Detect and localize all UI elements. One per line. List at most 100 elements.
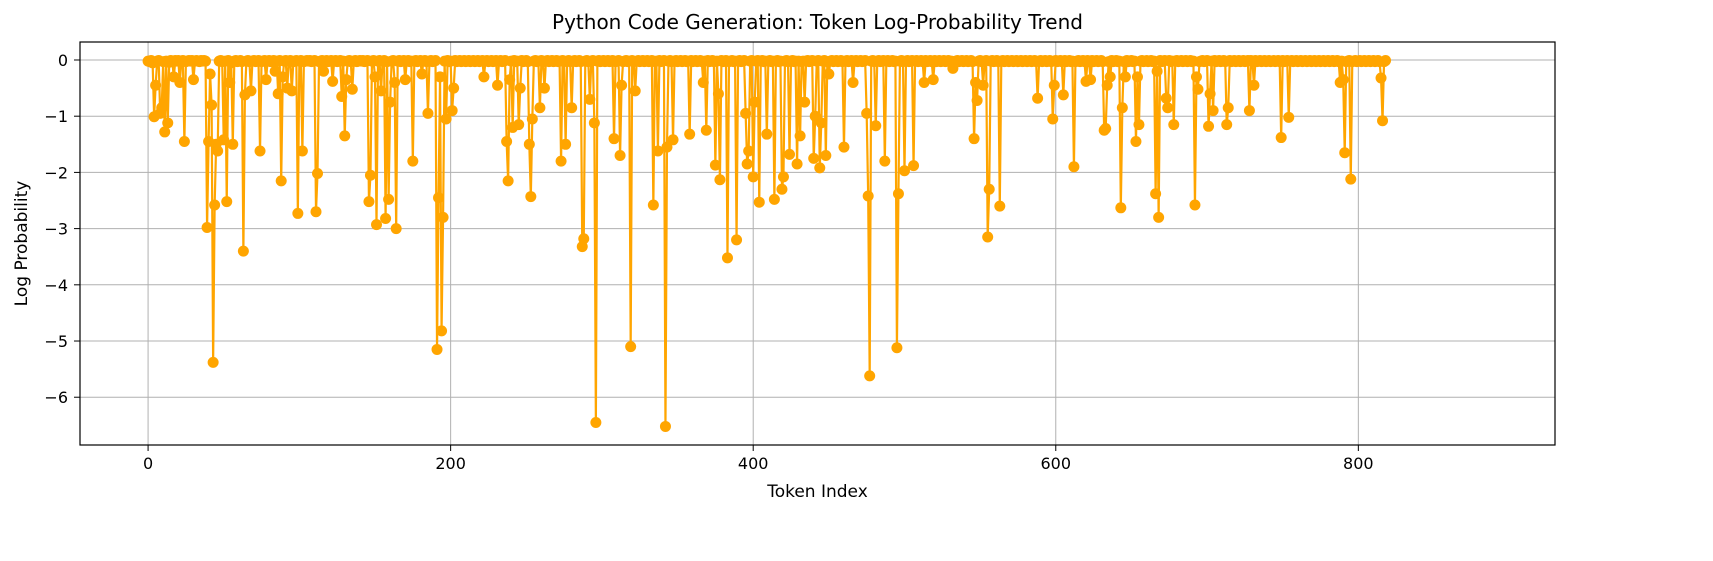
data-point [389,76,401,88]
data-point [743,145,755,157]
data-point [1377,115,1389,127]
y-axis-ticks: 0 −1 −2 −3 −4 −5 −6 [44,51,80,407]
data-point [1339,147,1351,159]
data-point [1104,71,1116,83]
data-point [1221,119,1233,131]
data-point [538,82,550,94]
data-point [584,93,596,105]
data-point [749,96,761,108]
data-point [1160,92,1172,104]
data-point [667,134,679,146]
data-point [847,76,859,88]
data-point [209,199,221,211]
data-point [791,158,803,170]
x-tick-label: 800 [1343,454,1374,473]
data-point [430,55,442,67]
data-point [879,155,891,167]
data-point [296,145,308,157]
data-point [768,193,780,205]
data-point [927,74,939,86]
data-point [862,190,874,202]
data-point [761,128,773,140]
data-point [431,343,443,355]
data-point [159,126,171,138]
data-point [200,55,212,67]
data-point [1337,74,1349,86]
data-point [747,171,759,183]
data-point [1150,188,1162,200]
data-point [178,135,190,147]
data-point [753,196,765,208]
data-point [814,162,826,174]
data-point [731,234,743,246]
y-tick-label: 0 [58,51,68,70]
data-point [1275,132,1287,144]
data-point [709,159,721,171]
data-point [1375,72,1387,84]
chart-title: Python Code Generation: Token Log-Probab… [552,10,1083,34]
data-point [260,74,272,86]
data-point [1116,102,1128,114]
data-point [245,85,257,97]
series-markers [142,55,1392,432]
data-point [1151,65,1163,77]
data-point [1345,173,1357,185]
data-point [684,128,696,140]
data-point [492,79,504,91]
data-point [384,96,396,108]
plot-area-frame [79,41,1556,446]
data-point [254,145,266,157]
data-point [526,113,538,125]
data-point [221,196,233,208]
data-point [201,221,213,233]
data-point [446,105,458,117]
data-point [578,233,590,245]
data-point [224,76,236,88]
data-point [808,152,820,164]
data-point [608,133,620,145]
data-point [207,356,219,368]
data-point [908,160,920,172]
data-point [625,341,637,353]
data-point [1380,55,1392,67]
series-log-probability [142,55,1392,432]
data-point [1162,102,1174,114]
data-point [525,191,537,203]
data-point [269,65,281,77]
x-tick-label: 0 [143,454,153,473]
data-point [823,68,835,80]
data-point [652,145,664,157]
data-point [513,119,525,131]
data-point [794,130,806,142]
data-point [204,68,216,80]
data-point [534,102,546,114]
x-axis-ticks: 0 200 400 600 800 [143,445,1374,473]
data-point [504,74,516,86]
data-point [1115,202,1127,214]
data-point [977,79,989,91]
data-point [1168,119,1180,131]
data-point [514,82,526,94]
data-point [363,196,375,208]
data-point [820,150,832,162]
data-point [616,79,628,91]
data-point [1248,79,1260,91]
data-point [369,71,381,83]
x-tick-label: 600 [1040,454,1071,473]
data-point [336,91,348,103]
data-point [1048,79,1060,91]
data-point [918,76,930,88]
data-point [1085,74,1097,86]
data-point [1119,71,1131,83]
data-point [286,85,298,97]
data-point [380,212,392,224]
data-point [371,219,383,231]
y-tick-label: −1 [44,107,68,126]
data-point [272,88,284,100]
data-point [861,107,873,119]
data-point [838,141,850,153]
data-point [1068,161,1080,173]
data-point [968,133,980,145]
data-point [340,74,352,86]
data-point [436,325,448,337]
